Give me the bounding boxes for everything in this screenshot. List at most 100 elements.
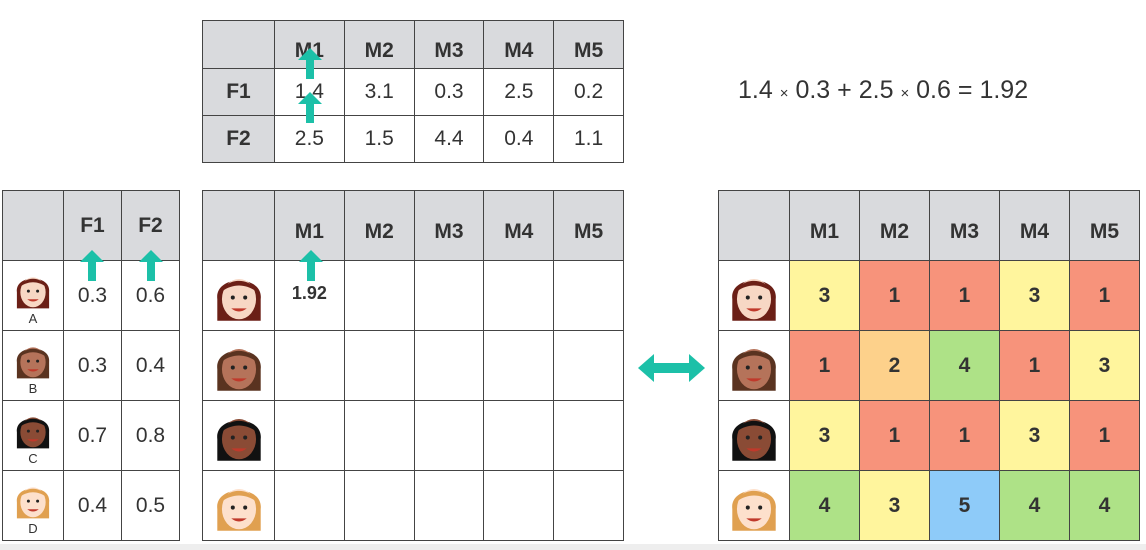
- corner-cell: [202, 190, 275, 261]
- rating-cell: 4: [789, 470, 860, 541]
- movie-header: M3: [929, 190, 1000, 261]
- rating-cell: 3: [1069, 330, 1140, 401]
- movie-header: M5: [1069, 190, 1140, 261]
- prediction-cell: [274, 470, 345, 541]
- user-avatar-icon: [216, 348, 261, 391]
- user-cell: B: [2, 330, 64, 401]
- user-cell: C: [2, 400, 64, 471]
- user-cell: [718, 470, 790, 541]
- feature-value: 4.4: [413, 115, 485, 163]
- feature-header: F1: [63, 190, 122, 261]
- prediction-cell: [553, 470, 624, 541]
- rating-cell: 5: [929, 470, 1000, 541]
- dot-product-equation: 1.4 × 0.3 + 2.5 × 0.6 = 1.92: [738, 76, 1028, 105]
- feature-value: 1.5: [343, 115, 415, 163]
- user-cell: [718, 330, 790, 401]
- eq-result: 1.92: [979, 76, 1029, 104]
- eq-times: ×: [900, 85, 910, 102]
- user-row: B 0.3 0.4: [2, 330, 180, 401]
- up-arrow-icon: [80, 250, 104, 281]
- prediction-matrix: M1 M2 M3 M4 M5 1.92: [202, 190, 624, 541]
- user-label: A: [28, 310, 38, 326]
- user-avatar-icon: [16, 346, 50, 378]
- feature-value: 0.2: [553, 68, 624, 116]
- user-avatar-icon: [732, 488, 776, 531]
- eq-times: ×: [779, 85, 789, 102]
- prediction-cell: [413, 470, 485, 541]
- up-arrow-icon: [299, 250, 323, 281]
- corner-cell: [202, 20, 275, 69]
- movie-header: M5: [553, 20, 624, 69]
- user-cell: [718, 400, 790, 471]
- user-cell: [202, 470, 275, 541]
- ratings-matrix: M1 M2 M3 M4 M5 3 1 1 3 1 1 2 4 1 3 3 1 1 3 1 4 3 5 4 4: [718, 190, 1140, 541]
- eq-equals: =: [957, 76, 973, 104]
- feature-row: F1 1.4 3.1 0.3 2.5 0.2: [202, 68, 624, 116]
- user-cell: A: [2, 260, 64, 331]
- rating-cell: 1: [999, 330, 1070, 401]
- user-cell: [202, 330, 275, 401]
- rating-cell: 4: [999, 470, 1070, 541]
- feature-label: F2: [202, 115, 275, 163]
- eq-term: 0.6: [916, 76, 951, 104]
- movie-header: M2: [343, 190, 415, 261]
- movie-header: M5: [553, 190, 624, 261]
- eq-term: 2.5: [858, 76, 894, 104]
- user-row: 1.92: [202, 260, 624, 331]
- prediction-cell: [553, 260, 624, 331]
- user-label: C: [28, 450, 38, 466]
- user-avatar-icon: [732, 348, 776, 391]
- movie-header: M2: [343, 20, 415, 69]
- bottom-bar: [0, 544, 1146, 550]
- rating-cell: 3: [999, 400, 1070, 471]
- prediction-cell: [413, 330, 485, 401]
- user-cell: D: [2, 470, 64, 541]
- feature-value: 2.5: [483, 68, 555, 116]
- prediction-cell: [343, 400, 415, 471]
- up-arrow-icon: [139, 250, 163, 281]
- prediction-cell: [483, 260, 555, 331]
- prediction-cell: [553, 330, 624, 401]
- movie-header: M4: [999, 190, 1070, 261]
- rating-cell: 4: [1069, 470, 1140, 541]
- rating-cell: 1: [859, 400, 930, 471]
- up-arrow-icon: [298, 48, 322, 79]
- user-avatar-icon: [732, 278, 776, 321]
- movie-header: M1: [789, 190, 860, 261]
- user-label: D: [28, 520, 38, 536]
- feature-value: 1.1: [553, 115, 624, 163]
- user-row: [202, 470, 624, 541]
- user-avatar-icon: [216, 488, 261, 531]
- rating-cell: 1: [789, 330, 860, 401]
- user-avatar-icon: [16, 416, 50, 448]
- user-feature-value: 0.3: [63, 260, 122, 331]
- user-avatar-icon: [16, 486, 50, 518]
- user-cell: [718, 260, 790, 331]
- rating-cell: 1: [929, 400, 1000, 471]
- user-feature-value: 0.5: [121, 470, 180, 541]
- user-avatar-icon: [732, 418, 776, 461]
- rating-cell: 1: [1069, 260, 1140, 331]
- rating-cell: 3: [859, 470, 930, 541]
- rating-cell: 1: [929, 260, 1000, 331]
- feature-header: F2: [121, 190, 180, 261]
- user-avatar-icon: [216, 418, 261, 461]
- user-row: C 0.7 0.8: [2, 400, 180, 471]
- eq-term: 1.4: [738, 76, 773, 104]
- eq-plus: +: [837, 76, 852, 104]
- rating-cell: 3: [999, 260, 1070, 331]
- eq-term: 0.3: [795, 76, 831, 104]
- header-row: F1 F2: [2, 190, 180, 261]
- movie-header: M1: [274, 190, 345, 261]
- rating-cell: 1: [859, 260, 930, 331]
- user-feature-value: 0.7: [63, 400, 122, 471]
- user-cell: [202, 400, 275, 471]
- user-label: B: [28, 380, 38, 396]
- rating-cell: 3: [789, 400, 860, 471]
